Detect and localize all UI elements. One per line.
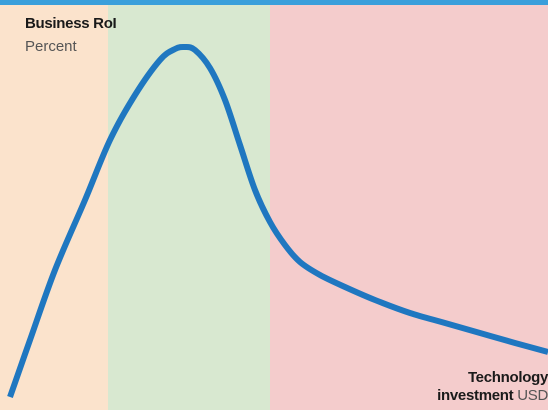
top-rule [0,0,548,5]
y-axis-unit: Percent [25,38,77,55]
zone-band-1 [0,0,108,410]
y-axis-title: Business RoI [25,15,117,32]
zone-band-2 [108,0,270,410]
zone-band-3 [270,0,548,410]
x-axis-label: Technology investment USD [437,369,548,405]
series-line-1 [7,43,548,398]
x-axis-title-line2: investment [437,387,514,404]
x-axis-unit: USD [517,387,548,404]
x-axis-title-line1: Technology [467,369,548,386]
